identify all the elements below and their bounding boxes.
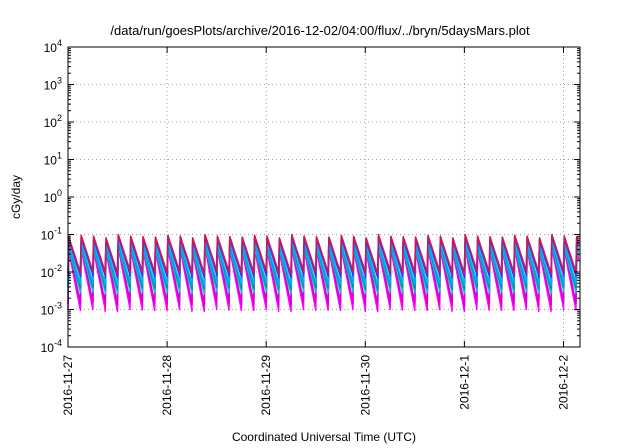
x-tick-label: 2016-11-30 bbox=[358, 355, 372, 416]
y-tick-base: 10 bbox=[44, 154, 58, 168]
chart-title: /data/run/goesPlots/archive/2016-12-02/0… bbox=[110, 23, 530, 38]
y-tick-label: 10-4 bbox=[41, 338, 62, 355]
y-tick-label: 10-3 bbox=[41, 301, 62, 318]
y-tick-exponent: -3 bbox=[54, 301, 62, 311]
ticks bbox=[67, 46, 580, 348]
y-tick-exponent: 0 bbox=[57, 188, 62, 198]
x-axis-label: Coordinated Universal Time (UTC) bbox=[232, 430, 416, 444]
series-group bbox=[67, 233, 580, 312]
y-tick-base: 10 bbox=[44, 116, 58, 130]
y-tick-exponent: -2 bbox=[54, 263, 62, 273]
y-tick-label: 10-1 bbox=[41, 226, 62, 243]
x-tick-label: 2016-11-28 bbox=[160, 355, 174, 416]
y-tick-label: 10-2 bbox=[41, 263, 62, 280]
y-axis-label: cGy/day bbox=[9, 175, 23, 219]
y-tick-label: 103 bbox=[44, 76, 62, 93]
y-tick-base: 10 bbox=[41, 229, 55, 243]
x-tick-label: 2016-12-2 bbox=[556, 355, 570, 410]
y-tick-base: 10 bbox=[41, 304, 55, 318]
y-tick-exponent: -4 bbox=[54, 338, 62, 348]
y-tick-exponent: -1 bbox=[54, 226, 62, 236]
x-tick-label: 2016-12-1 bbox=[457, 355, 471, 410]
series-line-3 bbox=[67, 245, 580, 295]
series-line-7 bbox=[67, 233, 580, 275]
y-tick-exponent: 2 bbox=[57, 113, 62, 123]
y-tick-exponent: 1 bbox=[57, 151, 62, 161]
y-tick-base: 10 bbox=[44, 41, 58, 55]
series-line-1 bbox=[67, 247, 580, 312]
x-tick-label: 2016-11-27 bbox=[61, 355, 75, 416]
y-tick-base: 10 bbox=[44, 79, 58, 93]
x-tick-labels: 2016-11-27 2016-11-28 2016-11-29 2016-11-30… bbox=[61, 355, 570, 416]
y-tick-base: 10 bbox=[41, 341, 55, 355]
grid bbox=[68, 47, 580, 347]
y-tick-label: 102 bbox=[44, 113, 62, 130]
y-tick-label: 101 bbox=[44, 151, 62, 168]
y-tick-label: 104 bbox=[44, 38, 62, 55]
y-tick-base: 10 bbox=[41, 266, 55, 280]
x-tick-label: 2016-11-29 bbox=[259, 355, 273, 416]
y-tick-label: 100 bbox=[44, 188, 62, 205]
y-tick-exponent: 4 bbox=[57, 38, 62, 48]
y-tick-exponent: 3 bbox=[57, 76, 62, 86]
y-tick-base: 10 bbox=[44, 191, 58, 205]
series-line-5 bbox=[67, 240, 580, 286]
